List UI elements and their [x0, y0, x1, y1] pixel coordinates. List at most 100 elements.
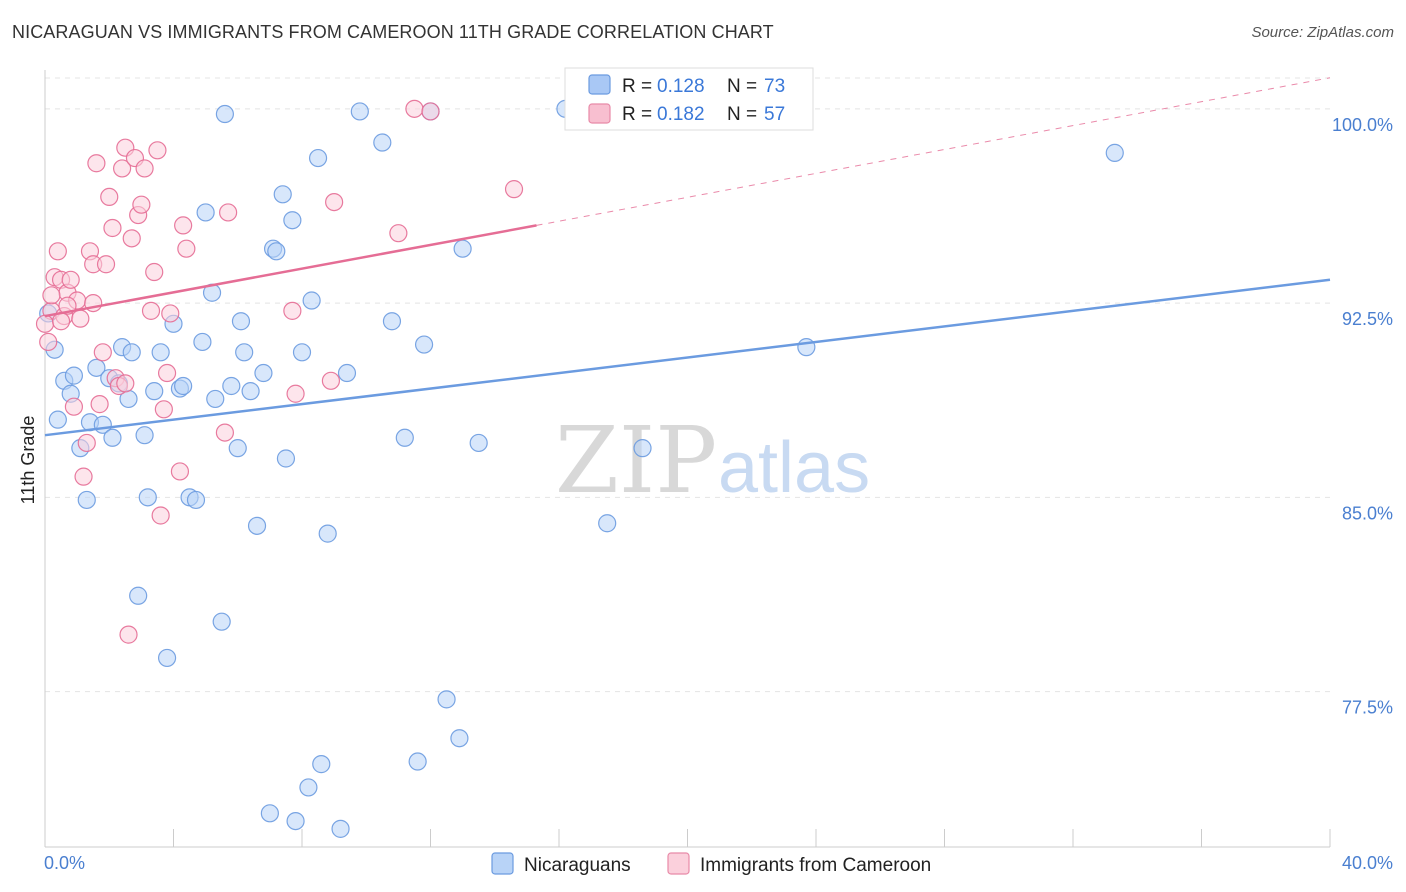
point-nicaraguans: [337, 363, 357, 383]
point-nicaraguans: [215, 104, 234, 124]
point-nicaraguans: [186, 490, 206, 510]
point-cameroon: [61, 270, 80, 289]
point-nicaraguans: [254, 363, 273, 383]
x-tick-label-start: 0.0%: [44, 853, 85, 873]
legend-swatch-nicaraguans: [588, 74, 611, 95]
point-cameroon: [135, 159, 154, 178]
point-cameroon: [504, 180, 524, 199]
y-axis-label: 11th Grade: [18, 416, 38, 505]
point-cameroon: [96, 255, 116, 274]
point-cameroon: [151, 506, 170, 525]
legend-swatch-cameroon: [588, 103, 611, 124]
point-cameroon: [93, 343, 112, 362]
y-tick-label: 85.0%: [1342, 503, 1393, 523]
point-cameroon: [321, 371, 341, 390]
y-tick-label: 77.5%: [1342, 698, 1393, 718]
point-cameroon: [74, 467, 93, 486]
point-cameroon: [286, 384, 305, 403]
point-nicaraguans: [138, 488, 157, 507]
bottom-legend-swatch-cameroon: [667, 852, 690, 875]
legend-n-label-0: N =: [727, 76, 757, 97]
point-cameroon: [132, 195, 151, 214]
point-cameroon: [154, 400, 173, 419]
point-cameroon: [141, 301, 161, 320]
point-nicaraguans: [308, 148, 328, 168]
point-cameroon: [87, 154, 106, 173]
point-nicaraguans: [103, 428, 122, 447]
point-nicaraguans: [196, 203, 215, 222]
point-nicaraguans: [48, 410, 67, 429]
point-cameroon: [405, 99, 424, 118]
point-nicaraguans: [206, 389, 225, 409]
point-nicaraguans: [437, 690, 456, 709]
trend-lines: [44, 77, 1331, 437]
chart-source: Source: ZipAtlas.com: [1251, 24, 1394, 41]
point-nicaraguans: [129, 586, 148, 605]
legend-r-value-1: 0.182: [657, 104, 705, 125]
bottom-legend-swatch-nicaraguans: [491, 852, 514, 875]
chart-title: NICARAGUAN VS IMMIGRANTS FROM CAMEROON 1…: [12, 22, 774, 42]
trend-extension-cameroon: [536, 77, 1331, 226]
point-cameroon: [161, 304, 180, 323]
point-nicaraguans: [273, 185, 292, 204]
point-cameroon: [174, 216, 193, 235]
point-nicaraguans: [157, 648, 177, 668]
point-nicaraguans: [395, 428, 414, 447]
point-nicaraguans: [302, 291, 321, 310]
axes: [44, 70, 1331, 848]
point-nicaraguans: [598, 514, 617, 533]
point-cameroon: [39, 332, 58, 352]
point-cameroon: [170, 462, 190, 481]
point-cameroon: [103, 218, 122, 238]
legend-r-value-0: 0.128: [657, 76, 705, 97]
trend-line-nicaraguans: [44, 278, 1331, 437]
point-nicaraguans: [174, 376, 193, 396]
point-cameroon: [283, 301, 302, 320]
legend-r-label-1: R =: [622, 104, 652, 125]
point-cameroon: [77, 433, 96, 453]
point-nicaraguans: [299, 778, 318, 797]
point-nicaraguans: [77, 490, 96, 510]
point-cameroon: [148, 141, 167, 160]
point-nicaraguans: [231, 312, 251, 331]
point-nicaraguans: [318, 524, 337, 543]
point-cameroon: [145, 262, 164, 282]
point-nicaraguans: [267, 242, 286, 261]
point-nicaraguans: [228, 439, 247, 458]
point-cameroon: [64, 397, 84, 416]
point-cameroon: [122, 229, 141, 248]
point-nicaraguans: [450, 729, 469, 748]
point-cameroon: [157, 363, 177, 383]
point-nicaraguans: [286, 811, 305, 831]
point-nicaraguans: [373, 133, 392, 152]
point-nicaraguans: [292, 343, 312, 362]
point-cameroon: [48, 242, 67, 261]
point-nicaraguans: [145, 382, 164, 401]
point-nicaraguans: [241, 382, 260, 401]
trend-line-cameroon: [44, 224, 537, 318]
point-nicaraguans: [331, 819, 350, 838]
point-cameroon: [421, 102, 440, 121]
y-tick-label: 92.5%: [1342, 309, 1393, 329]
point-cameroon: [177, 239, 196, 258]
series-legend: Nicaraguans Immigrants from Cameroon: [491, 852, 931, 876]
point-cameroon: [116, 374, 135, 393]
point-nicaraguans: [122, 343, 141, 362]
point-cameroon: [100, 187, 119, 207]
legend-n-value-0: 73: [764, 76, 785, 97]
point-nicaraguans: [193, 332, 212, 352]
point-cameroon: [119, 625, 138, 644]
point-cameroon: [90, 395, 109, 414]
point-cameroon: [35, 314, 55, 333]
point-nicaraguans: [222, 376, 241, 396]
point-cameroon: [389, 224, 408, 243]
point-nicaraguans: [87, 358, 106, 377]
point-cameroon: [71, 309, 90, 328]
point-nicaraguans: [276, 449, 296, 468]
tick-labels: 77.5% 85.0% 92.5% 100.0% 0.0% 40.0%: [44, 115, 1393, 873]
point-cameroon: [325, 192, 344, 212]
point-nicaraguans: [453, 239, 472, 258]
point-nicaraguans: [382, 312, 402, 331]
stats-legend: R = 0.128 N = 73 R = 0.182 N = 57: [564, 67, 814, 131]
